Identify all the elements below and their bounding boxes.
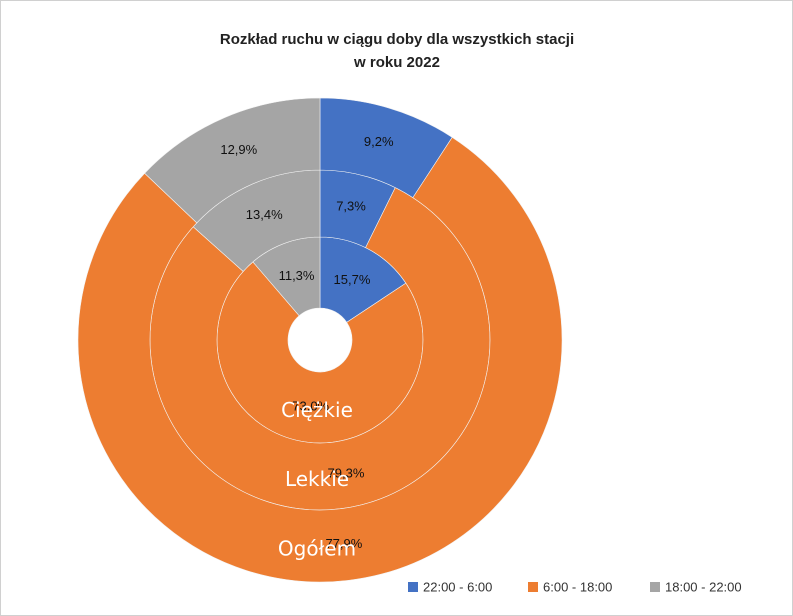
legend-label: 18:00 - 22:00 bbox=[665, 579, 742, 594]
legend-swatch bbox=[408, 582, 418, 592]
donut-segment bbox=[77, 136, 563, 583]
chart-title: Rozkład ruchu w ciągu doby dla wszystkic… bbox=[220, 31, 574, 48]
ring-name: Ciężkie bbox=[281, 398, 353, 422]
donut-segment bbox=[144, 97, 321, 224]
legend-swatch bbox=[528, 582, 538, 592]
ring-name: Lekkie bbox=[285, 467, 349, 491]
chart-title: w roku 2022 bbox=[353, 54, 440, 71]
data-label: 15,7% bbox=[334, 272, 371, 287]
data-label: 13,4% bbox=[246, 207, 283, 222]
legend-label: 22:00 - 6:00 bbox=[423, 579, 492, 594]
data-label: 7,3% bbox=[336, 199, 366, 214]
data-label: 79,3% bbox=[328, 465, 365, 480]
data-label: 73,0% bbox=[292, 398, 329, 413]
data-label: 12,9% bbox=[220, 142, 257, 157]
ring-name: Ogółem bbox=[278, 537, 356, 561]
legend-swatch bbox=[650, 582, 660, 592]
data-label: 11,3% bbox=[279, 268, 315, 283]
legend-label: 6:00 - 18:00 bbox=[543, 579, 612, 594]
data-label: 77,9% bbox=[325, 536, 362, 551]
data-label: 9,2% bbox=[364, 134, 394, 149]
